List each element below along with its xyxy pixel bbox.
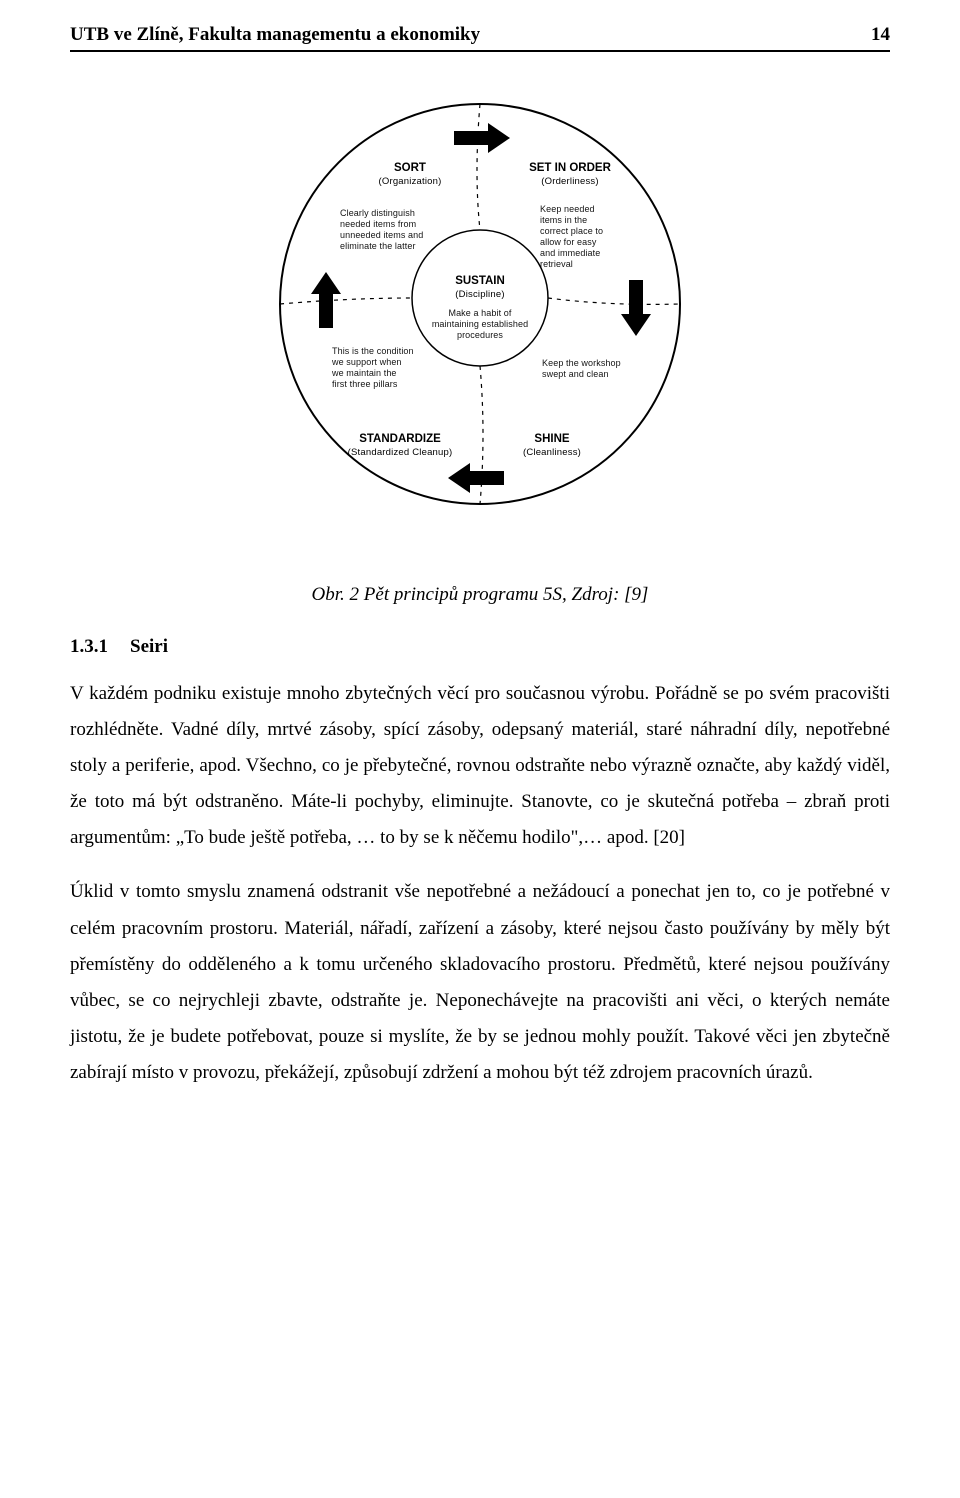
section-heading: 1.3.1 Seiri	[70, 636, 890, 658]
node-sort: SORT (Organization) Clearly distinguish …	[340, 162, 442, 251]
center-desc-2: maintaining established	[432, 319, 528, 329]
shine-desc-2: swept and clean	[542, 369, 609, 379]
header-left: UTB ve Zlíně, Fakulta managementu a ekon…	[70, 24, 480, 46]
center-desc-1: Make a habit of	[448, 308, 511, 318]
std-desc-2: we support when	[331, 357, 402, 367]
paragraph-2: Úklid v tomto smyslu znamená odstranit v…	[70, 874, 890, 1091]
setinorder-title: SET IN ORDER	[529, 162, 611, 174]
std-desc-3: we maintain the	[331, 368, 397, 378]
header-page-number: 14	[871, 24, 890, 46]
sort-title: SORT	[394, 162, 426, 174]
quadrant-dividers	[280, 104, 680, 504]
center-subtitle: (Discipline)	[455, 289, 504, 300]
sort-subtitle: (Organization)	[379, 176, 442, 187]
shine-subtitle: (Cleanliness)	[523, 447, 581, 458]
sort-desc-2: needed items from	[340, 219, 416, 229]
page-header: UTB ve Zlíně, Fakulta managementu a ekon…	[70, 24, 890, 52]
shine-desc-1: Keep the workshop	[542, 358, 621, 368]
section-number: 1.3.1	[70, 636, 108, 657]
std-desc-4: first three pillars	[332, 379, 398, 389]
center-desc-3: procedures	[457, 330, 503, 340]
sort-desc-4: eliminate the latter	[340, 241, 416, 251]
sort-desc-3: unneeded items and	[340, 230, 423, 240]
setinorder-subtitle: (Orderliness)	[541, 176, 599, 187]
sio-desc-6: retrieval	[540, 259, 573, 269]
center-title: SUSTAIN	[455, 275, 505, 287]
sio-desc-4: allow for easy	[540, 237, 597, 247]
sio-desc-1: Keep needed	[540, 204, 595, 214]
node-shine: Keep the workshop swept and clean SHINE …	[523, 358, 621, 458]
sort-desc-1: Clearly distinguish	[340, 208, 415, 218]
paragraph-1: V každém podniku existuje mnoho zbytečný…	[70, 676, 890, 856]
diagram-5s-cycle: SUSTAIN (Discipline) Make a habit of mai…	[70, 84, 890, 544]
figure-caption: Obr. 2 Pět principů programu 5S, Zdroj: …	[70, 584, 890, 606]
shine-title: SHINE	[534, 433, 569, 445]
standardize-subtitle: (Standardized Cleanup)	[348, 447, 453, 458]
node-standardize: This is the condition we support when we…	[331, 346, 452, 458]
std-desc-1: This is the condition	[332, 346, 414, 356]
sio-desc-5: and immediate	[540, 248, 600, 258]
center-node: SUSTAIN (Discipline) Make a habit of mai…	[432, 275, 528, 340]
section-title: Seiri	[130, 636, 168, 657]
standardize-title: STANDARDIZE	[359, 433, 441, 445]
sio-desc-3: correct place to	[540, 226, 603, 236]
node-set-in-order: SET IN ORDER (Orderliness) Keep needed i…	[529, 162, 611, 269]
sio-desc-2: items in the	[540, 215, 587, 225]
